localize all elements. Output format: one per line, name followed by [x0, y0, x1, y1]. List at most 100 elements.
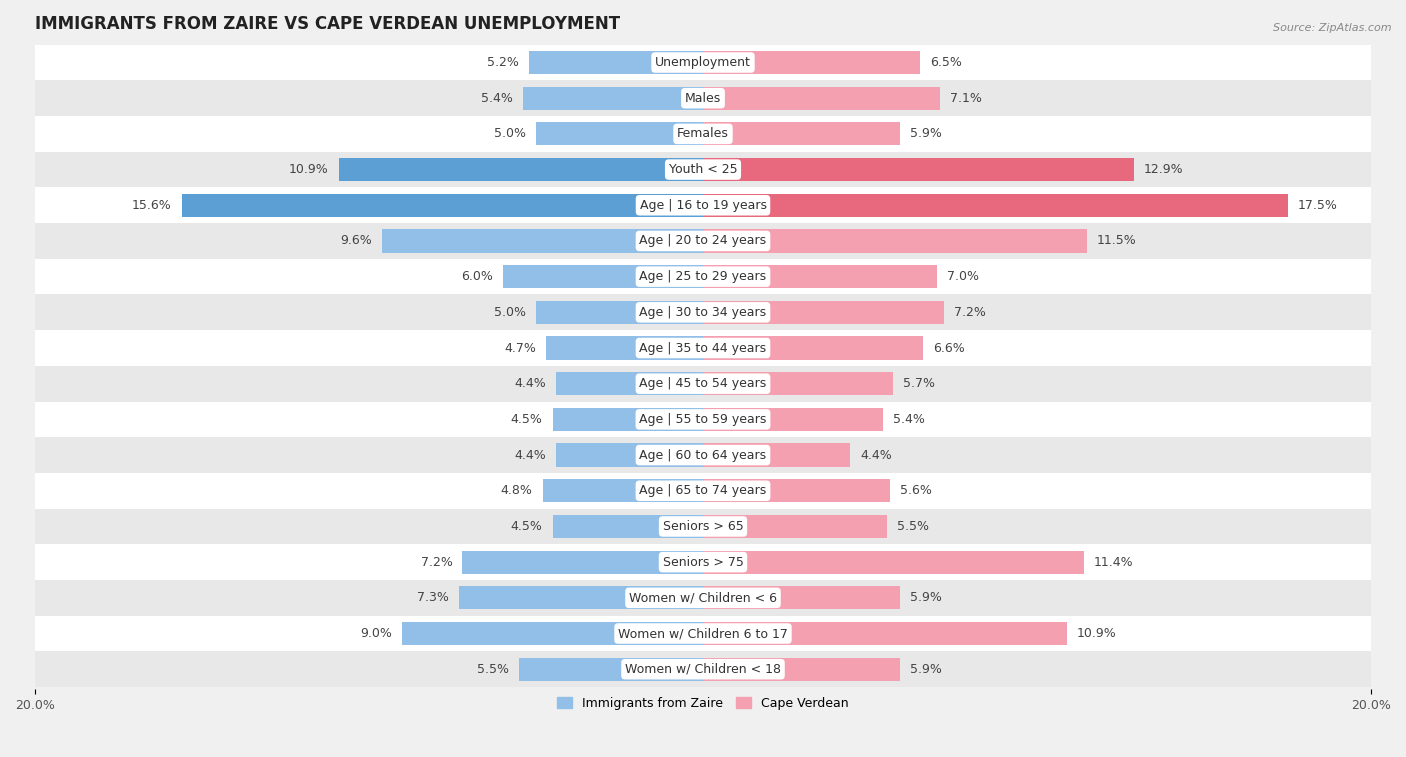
Text: 7.1%: 7.1%: [950, 92, 981, 104]
Bar: [35, 330, 1371, 366]
Text: 10.9%: 10.9%: [1077, 627, 1116, 640]
Text: 5.0%: 5.0%: [494, 306, 526, 319]
Bar: [35, 544, 1371, 580]
Bar: [35, 580, 1371, 615]
Text: 6.5%: 6.5%: [931, 56, 962, 69]
Bar: [703, 336, 924, 360]
Bar: [35, 473, 1371, 509]
Bar: [703, 658, 900, 681]
Bar: [35, 294, 1371, 330]
Text: 5.5%: 5.5%: [897, 520, 929, 533]
Bar: [35, 438, 1371, 473]
Bar: [703, 123, 900, 145]
Text: 4.5%: 4.5%: [510, 413, 543, 426]
Bar: [703, 515, 887, 538]
Bar: [35, 223, 1371, 259]
Bar: [463, 550, 703, 574]
Bar: [35, 651, 1371, 687]
Text: Males: Males: [685, 92, 721, 104]
Text: 5.5%: 5.5%: [477, 662, 509, 676]
Bar: [543, 479, 703, 503]
Bar: [703, 301, 943, 324]
Bar: [536, 123, 703, 145]
Bar: [553, 408, 703, 431]
Text: Females: Females: [678, 127, 728, 140]
Text: 5.9%: 5.9%: [910, 127, 942, 140]
Bar: [703, 51, 920, 74]
Text: Women w/ Children < 18: Women w/ Children < 18: [626, 662, 780, 676]
Bar: [35, 151, 1371, 188]
Text: 4.4%: 4.4%: [860, 449, 891, 462]
Bar: [35, 366, 1371, 401]
Text: Age | 65 to 74 years: Age | 65 to 74 years: [640, 484, 766, 497]
Text: 17.5%: 17.5%: [1298, 199, 1337, 212]
Text: 5.0%: 5.0%: [494, 127, 526, 140]
Bar: [703, 86, 941, 110]
Legend: Immigrants from Zaire, Cape Verdean: Immigrants from Zaire, Cape Verdean: [553, 692, 853, 715]
Bar: [523, 86, 703, 110]
Text: 4.4%: 4.4%: [515, 449, 546, 462]
Text: 11.5%: 11.5%: [1097, 235, 1137, 248]
Text: 6.6%: 6.6%: [934, 341, 966, 354]
Text: Age | 60 to 64 years: Age | 60 to 64 years: [640, 449, 766, 462]
Text: 5.6%: 5.6%: [900, 484, 932, 497]
Text: 4.7%: 4.7%: [505, 341, 536, 354]
Text: 5.7%: 5.7%: [904, 377, 935, 390]
Bar: [703, 372, 893, 395]
Text: Seniors > 65: Seniors > 65: [662, 520, 744, 533]
Bar: [460, 586, 703, 609]
Text: Age | 55 to 59 years: Age | 55 to 59 years: [640, 413, 766, 426]
Bar: [35, 80, 1371, 116]
Bar: [555, 372, 703, 395]
Bar: [536, 301, 703, 324]
Text: 11.4%: 11.4%: [1094, 556, 1133, 569]
Bar: [703, 622, 1067, 645]
Bar: [502, 265, 703, 288]
Text: Seniors > 75: Seniors > 75: [662, 556, 744, 569]
Bar: [382, 229, 703, 253]
Text: 4.8%: 4.8%: [501, 484, 533, 497]
Text: Age | 30 to 34 years: Age | 30 to 34 years: [640, 306, 766, 319]
Bar: [529, 51, 703, 74]
Bar: [519, 658, 703, 681]
Text: Source: ZipAtlas.com: Source: ZipAtlas.com: [1274, 23, 1392, 33]
Text: 7.2%: 7.2%: [953, 306, 986, 319]
Bar: [703, 586, 900, 609]
Bar: [35, 615, 1371, 651]
Bar: [703, 550, 1084, 574]
Text: 5.9%: 5.9%: [910, 662, 942, 676]
Text: 7.3%: 7.3%: [418, 591, 449, 604]
Bar: [703, 194, 1288, 217]
Bar: [546, 336, 703, 360]
Bar: [553, 515, 703, 538]
Text: Age | 20 to 24 years: Age | 20 to 24 years: [640, 235, 766, 248]
Bar: [35, 509, 1371, 544]
Text: Youth < 25: Youth < 25: [669, 163, 737, 176]
Bar: [703, 158, 1133, 181]
Text: IMMIGRANTS FROM ZAIRE VS CAPE VERDEAN UNEMPLOYMENT: IMMIGRANTS FROM ZAIRE VS CAPE VERDEAN UN…: [35, 15, 620, 33]
Text: 7.0%: 7.0%: [946, 270, 979, 283]
Bar: [35, 401, 1371, 438]
Text: 9.6%: 9.6%: [340, 235, 373, 248]
Text: 10.9%: 10.9%: [290, 163, 329, 176]
Bar: [703, 229, 1087, 253]
Text: Age | 16 to 19 years: Age | 16 to 19 years: [640, 199, 766, 212]
Text: Age | 25 to 29 years: Age | 25 to 29 years: [640, 270, 766, 283]
Text: Age | 35 to 44 years: Age | 35 to 44 years: [640, 341, 766, 354]
Bar: [339, 158, 703, 181]
Bar: [555, 444, 703, 466]
Text: 5.4%: 5.4%: [481, 92, 513, 104]
Bar: [35, 259, 1371, 294]
Bar: [35, 116, 1371, 151]
Text: 7.2%: 7.2%: [420, 556, 453, 569]
Text: Unemployment: Unemployment: [655, 56, 751, 69]
Text: 5.2%: 5.2%: [488, 56, 519, 69]
Bar: [703, 444, 851, 466]
Text: 15.6%: 15.6%: [132, 199, 172, 212]
Text: Women w/ Children < 6: Women w/ Children < 6: [628, 591, 778, 604]
Bar: [35, 188, 1371, 223]
Bar: [35, 45, 1371, 80]
Bar: [703, 265, 936, 288]
Text: 5.4%: 5.4%: [893, 413, 925, 426]
Text: 6.0%: 6.0%: [461, 270, 492, 283]
